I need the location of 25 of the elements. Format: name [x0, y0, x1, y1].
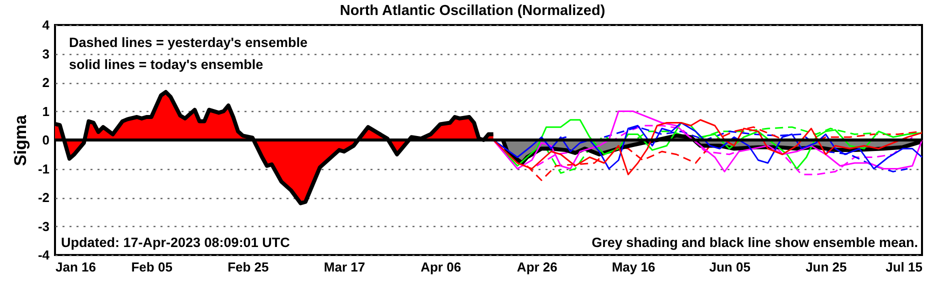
annotation: Dashed lines = yesterday's ensemble	[69, 35, 308, 50]
annotation: Grey shading and black line show ensemble mean.	[592, 235, 918, 250]
x-tick-label: Feb 25	[228, 260, 269, 274]
y-tick-label: -3	[38, 218, 50, 234]
x-tick-label: May 16	[612, 260, 656, 274]
chart-title: North Atlantic Oscillation (Normalized)	[340, 3, 606, 19]
x-tick-label: Jul 15	[886, 260, 922, 274]
x-tick-label: Apr 26	[516, 260, 558, 274]
x-tick-label: Mar 17	[324, 260, 366, 274]
annotation: solid lines = today's ensemble	[69, 57, 264, 72]
annotation: Updated: 17-Apr-2023 08:09:01 UTC	[61, 235, 290, 250]
y-axis-title: Sigma	[10, 114, 30, 166]
x-tick-label: Jan 16	[56, 260, 96, 274]
y-tick-label: -1	[38, 161, 50, 176]
x-tick-label: Apr 06	[420, 260, 462, 274]
x-tick-label: Feb 05	[131, 260, 172, 274]
x-tick-label: Jun 05	[709, 260, 750, 274]
y-tick-label: 1	[42, 104, 50, 119]
y-tick-label: -4	[38, 248, 50, 262]
y-tick-label: -2	[38, 190, 50, 205]
x-tick-label: Jun 25	[806, 260, 847, 274]
y-tick-label: 0	[42, 132, 50, 148]
y-tick-label: 4	[42, 18, 50, 32]
y-tick-label: 3	[42, 46, 50, 62]
y-tick-label: 2	[42, 75, 50, 90]
